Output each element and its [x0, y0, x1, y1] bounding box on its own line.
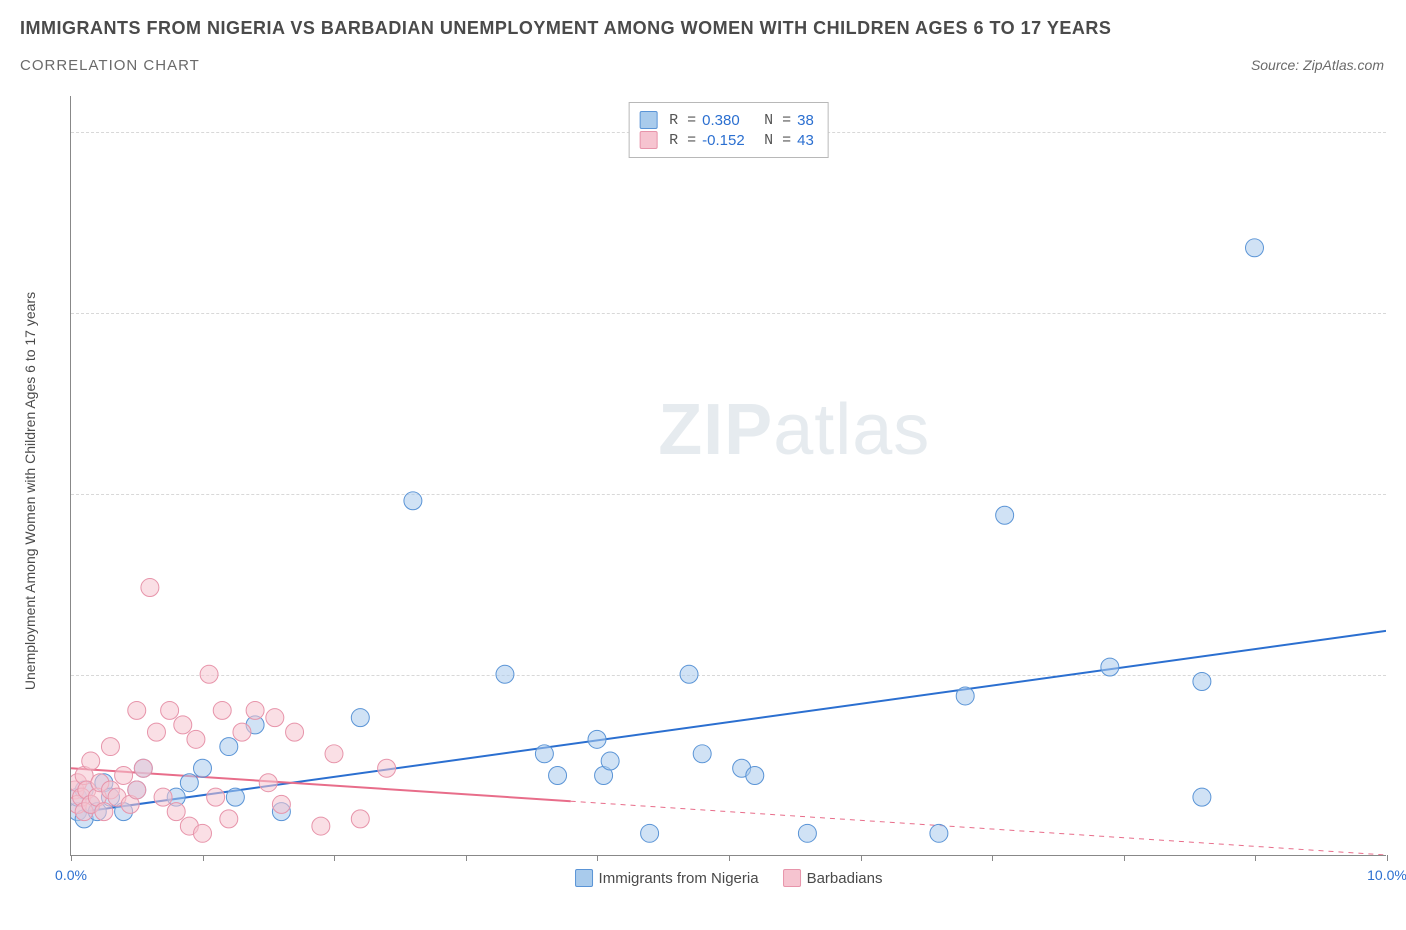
data-point — [378, 759, 396, 777]
data-point — [601, 752, 619, 770]
data-point — [266, 709, 284, 727]
x-tick — [992, 855, 993, 861]
data-point — [1193, 673, 1211, 691]
data-point — [680, 665, 698, 683]
data-point — [693, 745, 711, 763]
data-point — [200, 665, 218, 683]
data-point — [1246, 239, 1264, 257]
data-point — [930, 824, 948, 842]
x-tick — [466, 855, 467, 861]
data-point — [641, 824, 659, 842]
legend-item-barbadians: Barbadians — [783, 869, 883, 887]
source-attribution: Source: ZipAtlas.com — [1251, 57, 1384, 73]
legend-series: Immigrants from Nigeria Barbadians — [575, 869, 883, 887]
data-point — [161, 701, 179, 719]
data-point — [956, 687, 974, 705]
data-point — [174, 716, 192, 734]
data-point — [588, 730, 606, 748]
data-point — [1193, 788, 1211, 806]
data-point — [798, 824, 816, 842]
x-axis-min-label: 0.0% — [55, 867, 87, 883]
data-point — [226, 788, 244, 806]
data-point — [233, 723, 251, 741]
swatch-blue — [639, 111, 657, 129]
data-point — [351, 709, 369, 727]
x-tick — [1124, 855, 1125, 861]
data-point — [115, 766, 133, 784]
x-tick — [334, 855, 335, 861]
data-point — [549, 766, 567, 784]
data-point — [128, 701, 146, 719]
scatter-points — [71, 96, 1386, 855]
n-value-pink: 43 — [797, 132, 814, 149]
data-point — [187, 730, 205, 748]
legend-stats-row-pink: R = -0.152 N = 43 — [639, 131, 814, 149]
data-point — [996, 506, 1014, 524]
legend-item-nigeria: Immigrants from Nigeria — [575, 869, 759, 887]
data-point — [128, 781, 146, 799]
y-tick-label: 100.0% — [1396, 124, 1406, 140]
x-tick — [1387, 855, 1388, 861]
swatch-pink — [639, 131, 657, 149]
data-point — [286, 723, 304, 741]
x-axis-max-label: 10.0% — [1367, 867, 1406, 883]
data-point — [147, 723, 165, 741]
data-point — [746, 766, 764, 784]
data-point — [167, 803, 185, 821]
plot-area: ZIPatlas R = 0.380 N = 38 R = -0.152 N =… — [70, 96, 1386, 856]
n-value-blue: 38 — [797, 112, 814, 129]
legend-stats-row-blue: R = 0.380 N = 38 — [639, 111, 814, 129]
data-point — [194, 759, 212, 777]
data-point — [246, 701, 264, 719]
x-tick — [861, 855, 862, 861]
page-subtitle: CORRELATION CHART — [20, 57, 200, 74]
page-title: IMMIGRANTS FROM NIGERIA VS BARBADIAN UNE… — [20, 18, 1386, 39]
y-axis-label: Unemployment Among Women with Children A… — [22, 292, 38, 690]
y-tick-label: 50.0% — [1396, 486, 1406, 502]
data-point — [1101, 658, 1119, 676]
x-tick — [597, 855, 598, 861]
data-point — [535, 745, 553, 763]
data-point — [259, 774, 277, 792]
r-value-pink: -0.152 — [702, 132, 758, 149]
data-point — [325, 745, 343, 763]
x-tick — [729, 855, 730, 861]
data-point — [154, 788, 172, 806]
data-point — [220, 738, 238, 756]
y-tick-label: 25.0% — [1396, 667, 1406, 683]
y-tick-label: 75.0% — [1396, 305, 1406, 321]
data-point — [180, 774, 198, 792]
data-point — [141, 579, 159, 597]
data-point — [95, 803, 113, 821]
data-point — [272, 795, 290, 813]
data-point — [312, 817, 330, 835]
swatch-pink — [783, 869, 801, 887]
data-point — [496, 665, 514, 683]
data-point — [194, 824, 212, 842]
legend-stats: R = 0.380 N = 38 R = -0.152 N = 43 — [628, 102, 829, 158]
swatch-blue — [575, 869, 593, 887]
x-tick — [203, 855, 204, 861]
data-point — [404, 492, 422, 510]
data-point — [101, 738, 119, 756]
r-value-blue: 0.380 — [702, 112, 758, 129]
data-point — [82, 752, 100, 770]
data-point — [213, 701, 231, 719]
x-tick — [1255, 855, 1256, 861]
correlation-chart: Unemployment Among Women with Children A… — [44, 96, 1386, 886]
data-point — [134, 759, 152, 777]
x-tick — [71, 855, 72, 861]
data-point — [207, 788, 225, 806]
data-point — [220, 810, 238, 828]
data-point — [351, 810, 369, 828]
